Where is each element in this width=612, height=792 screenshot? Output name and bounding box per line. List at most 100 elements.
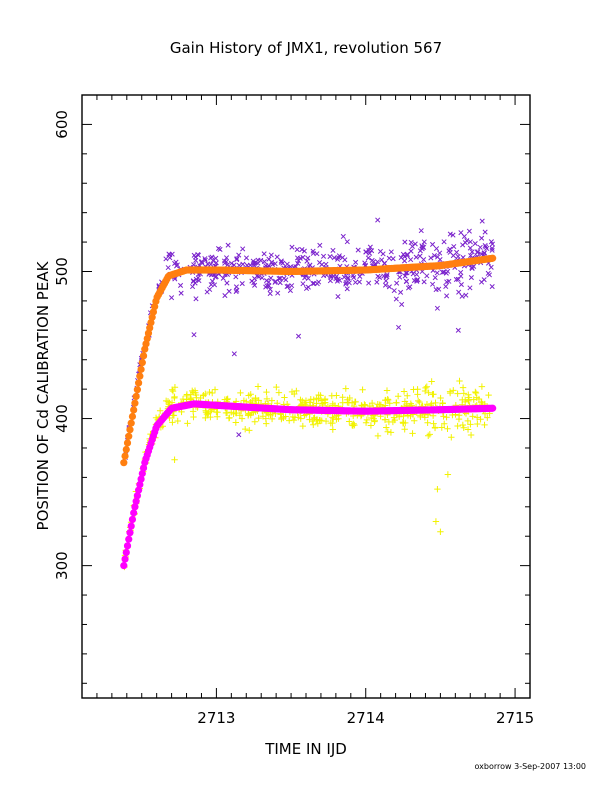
lower-raw-points-point — [168, 386, 176, 393]
lower-raw-points-point — [383, 424, 390, 431]
lower-raw-points-point — [361, 401, 368, 408]
upper-raw-points-point — [402, 239, 408, 245]
lower-raw-points-point — [297, 415, 304, 422]
lower-raw-points-point — [428, 378, 435, 385]
upper-fit-point — [133, 386, 141, 394]
upper-raw-points-point — [310, 248, 316, 254]
lower-raw-points-point — [428, 400, 435, 407]
upper-raw-points-point — [222, 292, 228, 299]
lower-fit-point — [130, 509, 138, 517]
upper-raw-points-point — [261, 251, 267, 257]
upper-raw-points-point — [267, 286, 273, 292]
lower-raw-points-point — [207, 413, 214, 421]
upper-fit-point — [121, 452, 129, 460]
upper-fit-point — [125, 432, 133, 440]
upper-raw-points-point — [240, 246, 246, 252]
upper-raw-points-point — [352, 279, 359, 285]
lower-raw-points-point — [460, 390, 468, 397]
upper-raw-points-point — [234, 256, 240, 262]
lower-raw-points-point — [192, 391, 200, 399]
lower-raw-points-point — [465, 394, 473, 401]
upper-raw-points-point — [366, 280, 372, 286]
upper-raw-points-point — [297, 255, 303, 261]
upper-raw-points-point — [414, 278, 420, 284]
lower-raw-points-point — [386, 400, 393, 407]
upper-raw-points-point — [314, 281, 320, 287]
lower-raw-points-point — [394, 393, 402, 400]
upper-raw-points-point — [436, 286, 442, 292]
upper-raw-points-point — [278, 259, 284, 265]
lower-raw-points-point — [409, 430, 416, 437]
lower-raw-points-point — [401, 398, 409, 405]
upper-raw-points-point — [228, 260, 235, 266]
lower-raw-points-point — [478, 383, 486, 390]
lower-raw-points-point — [349, 422, 357, 429]
lower-raw-points-point — [363, 416, 371, 424]
upper-raw-points-point — [289, 283, 295, 289]
lower-raw-points-point — [222, 409, 230, 417]
lower-raw-points-point — [255, 414, 262, 422]
upper-raw-points-point — [272, 279, 278, 285]
upper-raw-points-point — [340, 233, 346, 240]
lower-raw-points-point — [474, 420, 481, 428]
upper-raw-points-point — [239, 281, 245, 287]
lower-raw-points-point — [329, 414, 336, 421]
upper-raw-points-point — [383, 278, 389, 284]
upper-raw-points-point — [379, 257, 385, 263]
lower-raw-points-point — [460, 424, 467, 431]
lower-raw-points-point — [169, 412, 177, 419]
upper-raw-points-point — [433, 246, 440, 252]
upper-raw-points-point — [444, 293, 450, 299]
upper-raw-points-point — [178, 290, 184, 296]
upper-raw-points-point — [451, 243, 457, 250]
upper-raw-points-point — [350, 272, 356, 278]
lower-raw-points-point — [443, 414, 450, 421]
lower-raw-points-point — [370, 415, 377, 422]
upper-raw-points-point — [489, 241, 496, 247]
lower-raw-points-point — [306, 416, 313, 423]
upper-raw-points-point — [388, 249, 394, 255]
upper-raw-points-point — [408, 239, 414, 245]
lower-fit-point — [132, 497, 140, 505]
upper-raw-points-point — [471, 263, 477, 269]
upper-raw-points-point — [204, 289, 210, 295]
lower-raw-points-point — [263, 388, 270, 396]
upper-raw-points-point — [381, 260, 387, 266]
lower-raw-points-point — [439, 400, 446, 407]
upper-raw-points-point — [345, 275, 351, 281]
lower-raw-points-point — [286, 417, 293, 424]
lower-raw-points-point — [247, 411, 254, 419]
lower-raw-points-point — [384, 396, 391, 403]
upper-raw-points-point — [195, 275, 201, 281]
lower-raw-points-point — [223, 396, 230, 403]
upper-raw-points-point — [191, 332, 197, 338]
upper-raw-points-point — [236, 432, 242, 438]
lower-raw-points-point — [371, 418, 378, 425]
upper-raw-points-point — [251, 262, 257, 268]
upper-raw-points-point — [489, 245, 495, 251]
upper-raw-points-point — [468, 252, 474, 259]
lower-fit-point — [120, 562, 128, 570]
lower-raw-points-point — [374, 400, 381, 408]
upper-raw-points-point — [225, 242, 231, 248]
lower-raw-points-point — [473, 414, 481, 421]
lower-raw-points-point — [189, 408, 197, 415]
upper-raw-points-point — [344, 239, 350, 245]
upper-raw-points-point — [327, 278, 333, 284]
upper-fit-series — [120, 254, 497, 467]
upper-raw-points-point — [488, 264, 494, 270]
upper-raw-points-point — [247, 262, 253, 268]
upper-raw-points-point — [478, 251, 485, 257]
lower-raw-points-point — [206, 388, 213, 396]
upper-raw-points-point — [301, 248, 307, 254]
upper-raw-points-point — [414, 277, 420, 283]
lower-raw-points-point — [302, 401, 309, 408]
upper-raw-points-point — [355, 247, 361, 253]
lower-raw-points-point — [437, 394, 444, 402]
upper-raw-points-point — [486, 272, 493, 278]
lower-raw-points-point — [422, 384, 429, 392]
lower-raw-points-point — [211, 386, 219, 393]
lower-raw-points-point — [236, 412, 244, 419]
lower-raw-points-point — [232, 419, 240, 426]
upper-raw-points-point — [405, 285, 412, 291]
